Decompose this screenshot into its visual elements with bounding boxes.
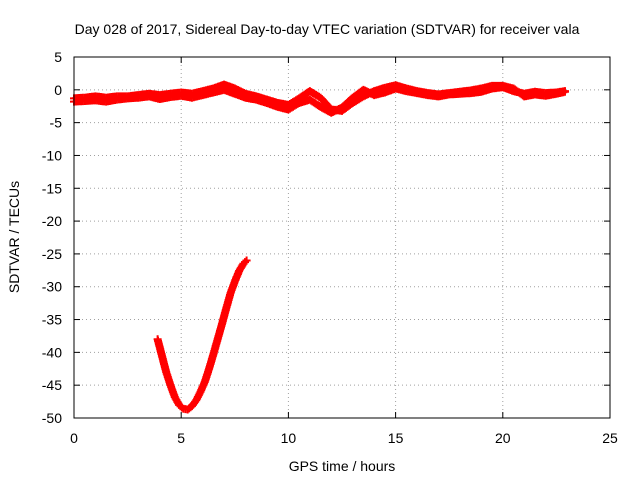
trace-segment [189, 397, 200, 409]
data-series [70, 80, 569, 414]
trace-segment [317, 95, 335, 113]
y-tick-label: -20 [42, 213, 62, 229]
x-tick-label: 0 [70, 430, 78, 446]
plot-frame [73, 56, 611, 419]
x-tick-label: 10 [281, 430, 297, 446]
y-tick-label: -25 [42, 246, 62, 262]
y-tick-label: -50 [42, 410, 62, 426]
y-tick-label: -45 [42, 377, 62, 393]
trace-segment [241, 258, 249, 267]
y-tick-label: 5 [54, 49, 62, 65]
axis-ticks [73, 56, 611, 419]
x-tick-label: 15 [388, 430, 404, 446]
y-tick-label: 0 [54, 82, 62, 98]
y-axis-label: SDTVAR / TECUs [6, 181, 22, 293]
x-tick-label: 20 [495, 430, 511, 446]
y-tick-label: -30 [42, 279, 62, 295]
x-axis-label: GPS time / hours [289, 458, 396, 474]
chart-title: Day 028 of 2017, Sidereal Day-to-day VTE… [75, 21, 580, 37]
y-tick-label: -5 [50, 115, 63, 131]
y-tick-label: -10 [42, 147, 62, 163]
series-main-variant [70, 80, 569, 115]
tick-labels: 0 5 10 15 20 25 5 0 -5 -10 -15 -20 -25 -30 -35 -40 -45 -5… [42, 49, 618, 446]
x-tick-label: 5 [177, 430, 185, 446]
data-point [560, 87, 569, 96]
x-tick-label: 25 [602, 430, 618, 446]
data-point [242, 256, 251, 265]
trace-segment [176, 402, 186, 412]
grid-lines [74, 57, 610, 418]
series-dip [153, 256, 251, 414]
trace-segment [185, 403, 195, 413]
y-tick-label: -35 [42, 312, 62, 328]
y-tick-label: -40 [42, 344, 62, 360]
y-tick-label: -15 [42, 180, 62, 196]
